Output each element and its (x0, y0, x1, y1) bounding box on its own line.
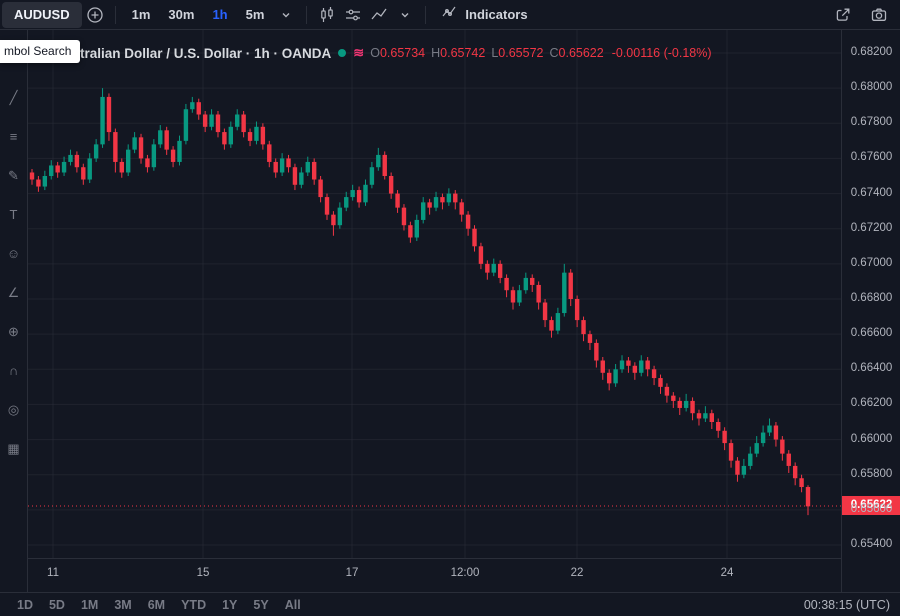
chart-style-candles-icon[interactable] (314, 1, 340, 29)
price-tick: 0.67200 (850, 221, 893, 234)
time-tick: 22 (570, 567, 584, 579)
price-tick: 0.67400 (850, 186, 893, 199)
price-tick: 0.66000 (850, 432, 893, 445)
price-tick: 0.65400 (850, 538, 893, 550)
ohlc-values: O0.65734 H0.65742 L0.65572 C0.65622 -0.0… (370, 46, 712, 60)
price-tick: 0.68000 (850, 81, 893, 94)
top-toolbar: AUDUSD 1m 30m 1h 5m (0, 0, 900, 30)
clock[interactable]: 00:38:15 (UTC) (803, 597, 890, 612)
chart-area[interactable]: tralian Dollar / U.S. Dollar · 1h · OAND… (28, 30, 841, 558)
stream-icon: ≋ (353, 45, 364, 60)
close-value: 0.65622 (558, 46, 604, 60)
price-tick: 0.66200 (850, 397, 893, 410)
trend-line-tool-icon[interactable]: ╱ (9, 90, 18, 105)
time-axis[interactable]: 11 15 17 12:00 22 24 (28, 558, 841, 592)
range-1d[interactable]: 1D (10, 594, 40, 616)
date-range-group: 1D 5D 1M 3M 6M YTD 1Y 5Y All (10, 594, 308, 616)
range-1y[interactable]: 1Y (215, 594, 244, 616)
measure-tool-icon[interactable]: ∠ (7, 285, 20, 300)
open-value: 0.65734 (379, 46, 426, 60)
settings-sliders-icon[interactable] (340, 1, 366, 29)
price-tick: 0.68200 (850, 46, 893, 58)
bottom-toolbar: 1D 5D 1M 3M 6M YTD 1Y 5Y All 00:38:15 (UTC) (0, 592, 900, 616)
toolbar-separator (425, 5, 427, 24)
lock-tool-icon[interactable]: ◎ (7, 402, 20, 417)
camera-snapshot-icon[interactable] (866, 1, 892, 29)
market-status-icon (338, 49, 347, 57)
compare-add-icon[interactable] (82, 1, 108, 29)
price-tick: 0.67000 (850, 256, 893, 269)
drawing-toolbar: ⌖╱≡✎T☺∠⊕∩◎▦ (0, 30, 28, 592)
interval-1m[interactable]: 1m (123, 1, 160, 29)
indicators-icon (441, 4, 459, 25)
symbol-search-tooltip: mbol Search (0, 40, 81, 63)
text-tool-icon[interactable]: T (9, 207, 18, 222)
time-tick: 11 (47, 567, 59, 579)
price-tick: 0.67800 (850, 116, 893, 129)
range-6m[interactable]: 6M (141, 594, 172, 616)
range-all[interactable]: All (278, 594, 308, 616)
indicators-button[interactable]: Indicators (433, 1, 535, 29)
template-dropdown-icon[interactable] (392, 1, 418, 29)
fib-retracement-tool-icon[interactable]: ≡ (9, 129, 18, 144)
price-tick: 0.66400 (850, 362, 893, 375)
interval-group: 1m 30m 1h 5m (123, 1, 274, 29)
toolbar-separator (306, 5, 308, 24)
range-5y[interactable]: 5Y (246, 594, 275, 616)
toolbar-right-group (830, 0, 900, 29)
high-value: 0.65742 (440, 46, 486, 60)
symbol-title[interactable]: tralian Dollar / U.S. Dollar · 1h · OAND… (80, 45, 332, 61)
price-tick: 0.66800 (850, 292, 893, 304)
price-axis[interactable]: 0.65622 0.68200 0.68000 0.67800 0.67600 0.67… (841, 30, 900, 592)
toolbar-left-group: AUDUSD 1m 30m 1h 5m (0, 0, 536, 29)
range-ytd[interactable]: YTD (174, 594, 213, 616)
price-tick: 0.65600 (850, 502, 893, 515)
price-tick: 0.65800 (850, 467, 893, 480)
time-tick: 12:00 (450, 567, 480, 579)
interval-5m[interactable]: 5m (237, 1, 274, 29)
share-icon[interactable] (830, 1, 856, 29)
brush-tool-icon[interactable]: ✎ (8, 168, 19, 183)
candlestick-chart[interactable] (28, 30, 841, 558)
magnet-tool-icon[interactable]: ∩ (8, 363, 19, 378)
range-1m[interactable]: 1M (74, 594, 105, 616)
zoom-tool-icon[interactable]: ⊕ (8, 324, 19, 339)
indicators-label: Indicators (465, 7, 528, 22)
time-tick: 17 (345, 567, 359, 579)
chart-legend[interactable]: tralian Dollar / U.S. Dollar · 1h · OAND… (80, 45, 712, 61)
low-value: 0.65572 (498, 46, 544, 60)
current-price-label: 0.65622 (842, 496, 900, 516)
range-3m[interactable]: 3M (107, 594, 138, 616)
toolbar-separator (114, 5, 116, 24)
line-template-icon[interactable] (366, 1, 392, 29)
price-tick: 0.66600 (850, 327, 893, 340)
symbol-button[interactable]: AUDUSD (2, 1, 82, 28)
time-tick: 24 (720, 567, 734, 579)
interval-30m[interactable]: 30m (159, 1, 203, 29)
time-tick: 15 (196, 567, 210, 579)
range-5d[interactable]: 5D (42, 594, 72, 616)
price-tick: 0.67600 (850, 151, 893, 164)
interval-1h[interactable]: 1h (203, 1, 236, 29)
object-tree-tool-icon[interactable]: ▦ (7, 441, 20, 456)
emoji-tool-icon[interactable]: ☺ (6, 246, 21, 261)
interval-dropdown-icon[interactable] (273, 1, 299, 29)
change-value: -0.00116 (-0.18%) (611, 46, 712, 60)
